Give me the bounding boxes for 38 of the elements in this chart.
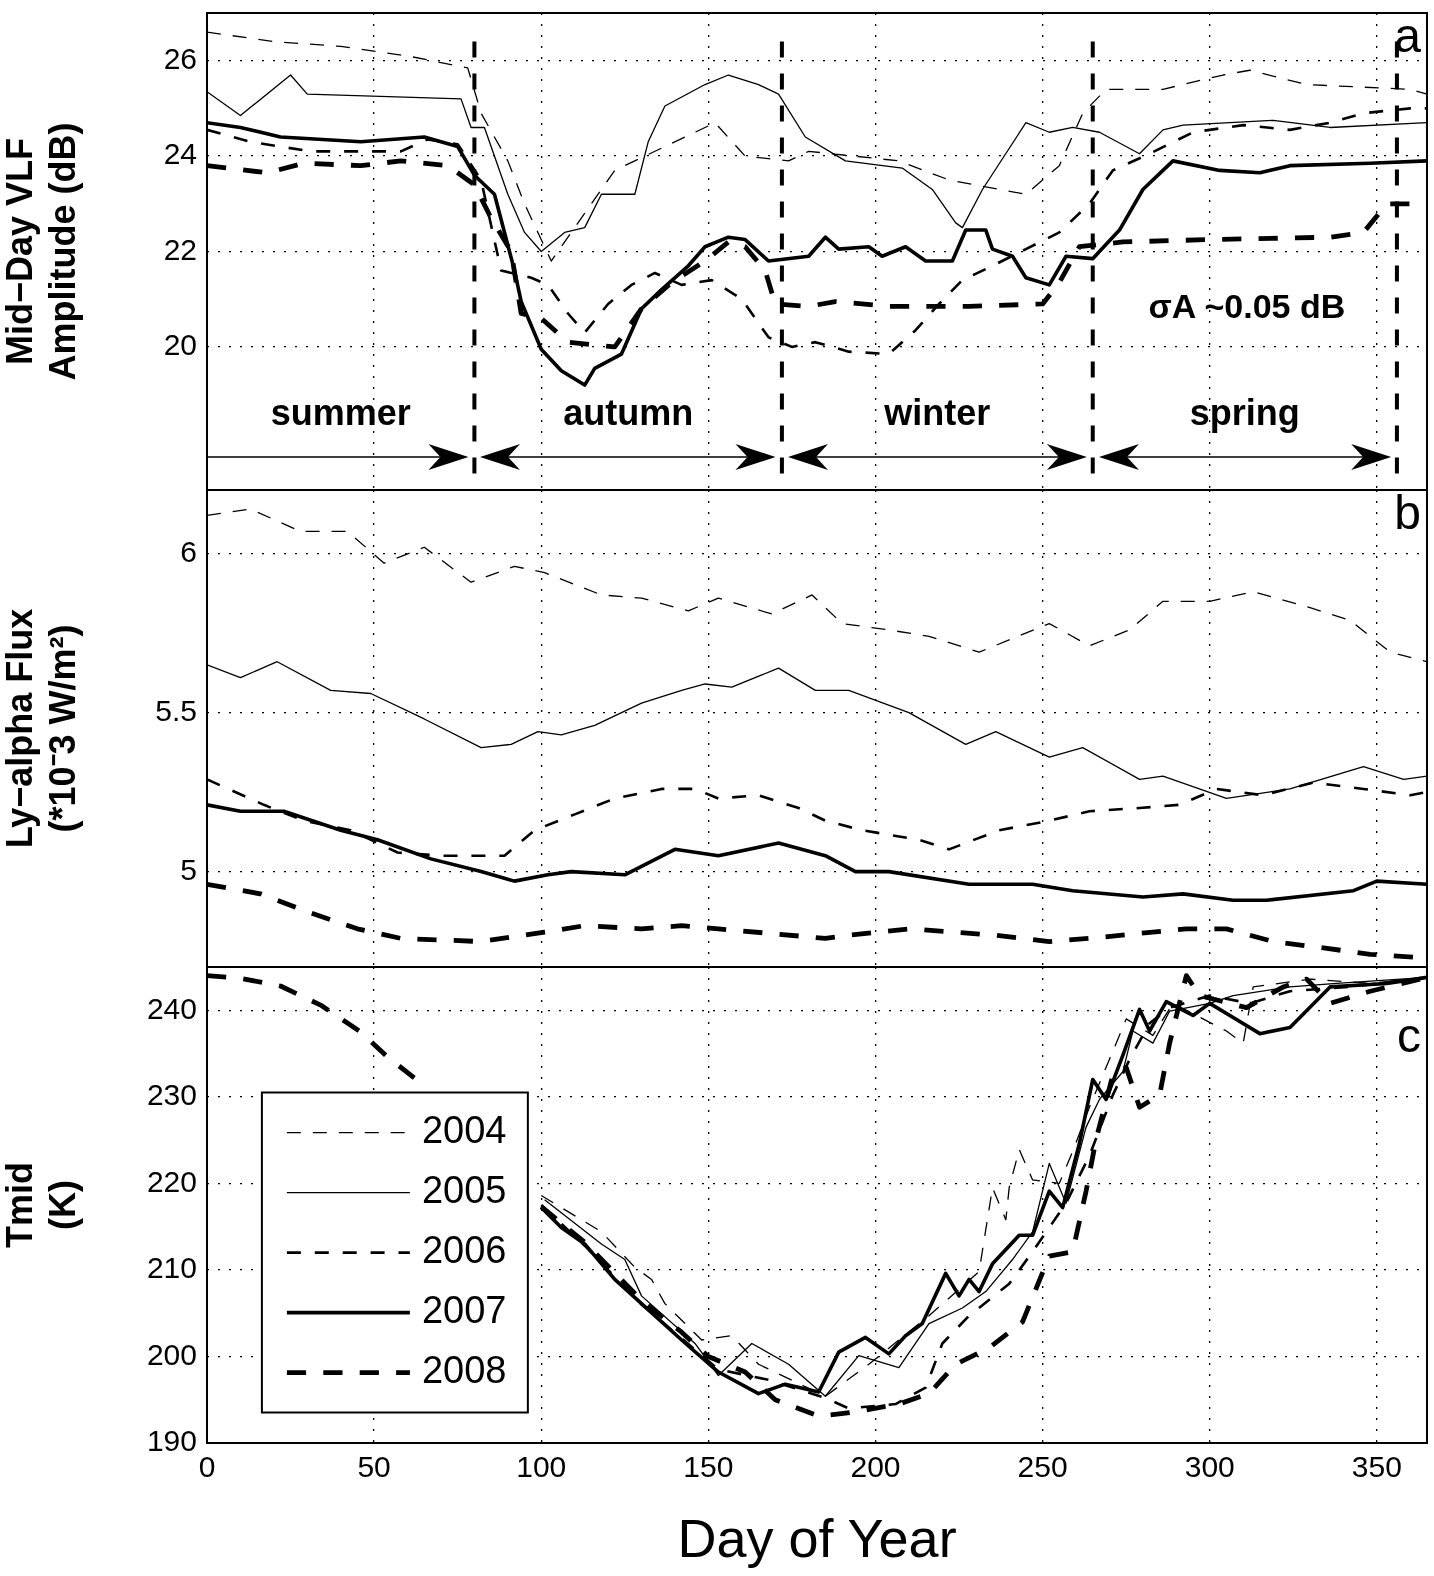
y-axis-title: Ly−alpha Flux (*10⁻3 W/m²) <box>0 608 83 849</box>
y-tick-label: 5.5 <box>155 693 197 727</box>
y-tick-label: 220 <box>146 1164 197 1198</box>
annotation: summer <box>270 391 411 433</box>
x-axis-title: Day of Year <box>677 1508 957 1569</box>
annotation: winter <box>883 391 991 433</box>
x-tick-label: 0 <box>198 1450 216 1484</box>
y-tick-label: 5 <box>180 852 197 886</box>
y-tick-label: 230 <box>146 1078 197 1112</box>
legend-label: 2005 <box>421 1169 507 1212</box>
y-tick-label: 200 <box>146 1337 197 1371</box>
legend-label: 2006 <box>421 1229 507 1272</box>
y-tick-label: 240 <box>146 991 197 1025</box>
x-tick-label: 250 <box>1017 1450 1068 1484</box>
y-axis-title: Mid−Day VLF Amplitude (dB) <box>0 122 83 381</box>
y-tick-label: 210 <box>146 1251 197 1285</box>
legend-label: 2007 <box>421 1289 507 1332</box>
annotation: c <box>1397 1008 1421 1062</box>
y-axis-title: Tmid (K) <box>0 1162 83 1248</box>
y-tick-label: 190 <box>146 1424 197 1458</box>
annotation: autumn <box>563 391 694 433</box>
annotation: σA ~0.05 dB <box>1148 287 1346 326</box>
x-tick-label: 50 <box>357 1450 391 1484</box>
x-tick-label: 300 <box>1184 1450 1235 1484</box>
annotation: b <box>1394 486 1421 540</box>
annotation: a <box>1394 9 1422 63</box>
x-tick-label: 200 <box>850 1450 901 1484</box>
x-tick-label: 100 <box>516 1450 567 1484</box>
y-tick-label: 22 <box>163 232 197 266</box>
legend-label: 2004 <box>421 1109 507 1152</box>
x-tick-label: 150 <box>683 1450 734 1484</box>
annotation: spring <box>1189 391 1300 433</box>
x-tick-label: 350 <box>1351 1450 1402 1484</box>
y-tick-label: 24 <box>163 137 197 171</box>
y-tick-label: 6 <box>180 534 197 568</box>
y-tick-label: 20 <box>163 328 197 362</box>
legend-label: 2008 <box>421 1349 507 1392</box>
y-tick-label: 26 <box>163 41 197 75</box>
